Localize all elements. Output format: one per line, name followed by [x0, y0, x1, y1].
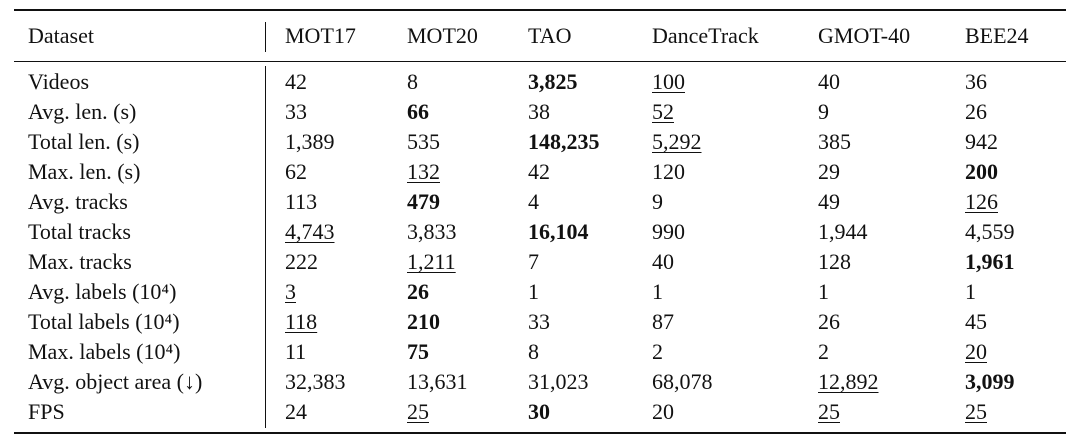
data-cell: 118: [285, 309, 318, 334]
data-cell: 132: [407, 159, 440, 184]
data-cell: 4,559: [965, 219, 1015, 244]
data-cell: 29: [818, 159, 840, 184]
data-cell: 4: [528, 189, 539, 214]
data-cell: 75: [407, 339, 429, 364]
data-cell: 13,631: [407, 369, 468, 394]
data-cell: 126: [965, 189, 998, 214]
row-label: Total tracks: [28, 219, 131, 244]
data-cell: 1,211: [407, 249, 456, 274]
header-cell: Dataset: [28, 23, 94, 48]
header-cell: DanceTrack: [652, 23, 759, 48]
data-cell: 52: [652, 99, 674, 124]
data-cell: 9: [818, 99, 829, 124]
data-cell: 148,235: [528, 129, 600, 154]
row-label: Avg. labels (10⁴): [28, 279, 177, 304]
row-label: Max. tracks: [28, 249, 132, 274]
data-cell: 26: [965, 99, 987, 124]
data-cell: 26: [407, 279, 429, 304]
row-label: Max. len. (s): [28, 159, 141, 184]
data-cell: 62: [285, 159, 307, 184]
data-cell: 40: [652, 249, 674, 274]
data-cell: 1: [528, 279, 539, 304]
data-cell: 990: [652, 219, 685, 244]
data-cell: 33: [285, 99, 307, 124]
data-cell: 45: [965, 309, 987, 334]
header-cell: TAO: [528, 23, 572, 48]
data-cell: 3: [285, 279, 296, 304]
header-cell: MOT17: [285, 23, 356, 48]
data-cell: 12,892: [818, 369, 879, 394]
data-cell: 42: [285, 69, 307, 94]
data-cell: 1: [818, 279, 829, 304]
data-cell: 40: [818, 69, 840, 94]
data-cell: 479: [407, 189, 440, 214]
data-cell: 222: [285, 249, 318, 274]
row-label: Avg. len. (s): [28, 99, 137, 124]
data-cell: 38: [528, 99, 550, 124]
row-label: Videos: [28, 69, 90, 94]
data-cell: 100: [652, 69, 685, 94]
data-cell: 20: [965, 339, 987, 364]
data-cell: 1,944: [818, 219, 868, 244]
header-cell: GMOT-40: [818, 23, 911, 48]
data-cell: 4,743: [285, 219, 335, 244]
data-cell: 535: [407, 129, 440, 154]
column-separator: [265, 66, 266, 428]
row-label: Avg. tracks: [28, 189, 128, 214]
data-cell: 25: [407, 399, 429, 424]
data-cell: 32,383: [285, 369, 346, 394]
data-cell: 11: [285, 339, 307, 364]
data-cell: 128: [818, 249, 851, 274]
data-cell: 200: [965, 159, 998, 184]
row-label: Max. labels (10⁴): [28, 339, 181, 364]
data-cell: 25: [965, 399, 987, 424]
data-cell: 16,104: [528, 219, 589, 244]
data-cell: 942: [965, 129, 998, 154]
data-cell: 8: [528, 339, 539, 364]
data-cell: 5,292: [652, 129, 702, 154]
data-cell: 42: [528, 159, 550, 184]
data-cell: 120: [652, 159, 685, 184]
data-cell: 20: [652, 399, 674, 424]
header-rule: [14, 61, 1066, 62]
top-rule: [14, 9, 1066, 11]
row-label: FPS: [28, 399, 65, 424]
header-cell: BEE24: [965, 23, 1029, 48]
data-cell: 2: [818, 339, 829, 364]
data-cell: 25: [818, 399, 840, 424]
data-cell: 49: [818, 189, 840, 214]
data-cell: 8: [407, 69, 418, 94]
data-cell: 2: [652, 339, 663, 364]
column-separator: [265, 22, 266, 52]
data-cell: 385: [818, 129, 851, 154]
data-cell: 1,389: [285, 129, 335, 154]
data-cell: 33: [528, 309, 550, 334]
data-cell: 31,023: [528, 369, 589, 394]
data-cell: 66: [407, 99, 429, 124]
data-cell: 30: [528, 399, 550, 424]
data-cell: 9: [652, 189, 663, 214]
data-cell: 3,833: [407, 219, 457, 244]
data-cell: 36: [965, 69, 987, 94]
data-cell: 24: [285, 399, 307, 424]
data-cell: 26: [818, 309, 840, 334]
row-label: Total labels (10⁴): [28, 309, 180, 334]
data-cell: 3,099: [965, 369, 1015, 394]
data-cell: 1,961: [965, 249, 1015, 274]
data-cell: 113: [285, 189, 318, 214]
data-cell: 3,825: [528, 69, 578, 94]
data-cell: 68,078: [652, 369, 713, 394]
header-cell: MOT20: [407, 23, 478, 48]
data-cell: 87: [652, 309, 674, 334]
data-cell: 210: [407, 309, 440, 334]
row-label: Total len. (s): [28, 129, 140, 154]
data-cell: 7: [528, 249, 539, 274]
data-cell: 1: [965, 279, 976, 304]
bottom-rule: [14, 432, 1066, 434]
row-label: Avg. object area (↓): [28, 369, 203, 394]
data-cell: 1: [652, 279, 663, 304]
